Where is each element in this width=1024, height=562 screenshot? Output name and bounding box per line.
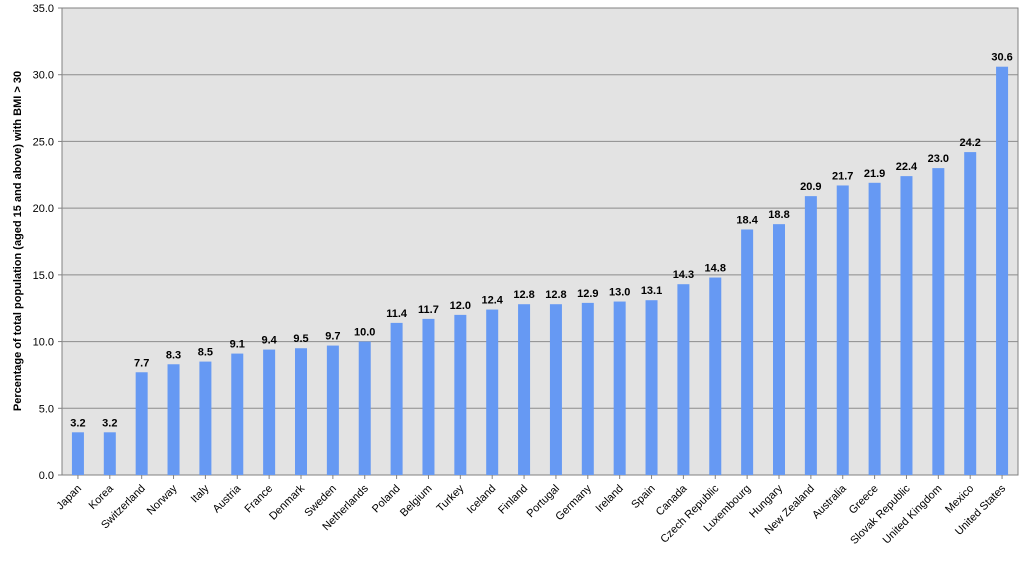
bar [549,304,562,475]
data-label: 18.4 [736,214,758,226]
data-label: 7.7 [134,357,149,369]
data-label: 12.8 [513,289,534,301]
y-tick-label: 0.0 [39,470,54,482]
bar [613,301,626,475]
bar [677,284,690,475]
bar [932,168,945,475]
bar [804,196,817,476]
x-category-label: Germany [553,482,594,523]
bar [741,229,754,475]
bar [326,345,339,475]
y-tick-label: 10.0 [33,337,54,349]
x-category-label: Iceland [465,483,499,517]
data-label: 11.4 [386,308,408,320]
bar [231,353,244,475]
bar [295,348,307,475]
x-category-label: Denmark [267,482,307,522]
bar [900,176,913,475]
x-category-label: Turkey [434,482,466,514]
bar [199,361,212,475]
bar [996,66,1009,476]
bar [868,182,881,475]
bars [71,66,1009,476]
y-axis-ticks: 0.0 5.0 10.0 15.0 20.0 25.0 30.0 35.0 [33,3,62,482]
data-label: 3.2 [70,417,85,429]
data-label: 13.1 [641,285,662,297]
bar [263,349,276,475]
bar [773,224,785,475]
y-tick-label: 15.0 [33,270,54,282]
data-labels: 3.2 3.2 7.7 8.3 8.5 9.1 9.4 9.5 9.7 10.0 11.4 11.7 1… [70,52,1012,430]
data-label: 30.6 [991,52,1012,64]
data-label: 24.2 [959,137,980,149]
bar [581,302,594,475]
data-label: 8.3 [166,349,181,361]
bar [645,300,658,475]
data-label: 18.8 [768,209,789,221]
bar [135,372,148,475]
bar [71,432,84,475]
bar [486,309,499,475]
x-category-label: Japan [54,483,84,513]
data-label: 9.1 [230,339,245,351]
x-category-label: Ireland [594,483,626,515]
bar [454,314,467,475]
x-category-label: Korea [87,482,117,512]
bar [518,304,531,475]
y-tick-label: 20.0 [33,203,54,215]
data-label: 20.9 [800,181,821,193]
data-label: 12.8 [545,289,566,301]
bar [964,152,977,476]
data-label: 21.7 [832,170,853,182]
data-label: 12.4 [481,295,503,307]
data-label: 21.9 [864,168,885,180]
data-label: 9.5 [293,333,308,345]
x-category-label: Italy [189,482,212,505]
bar [103,432,116,475]
y-tick-label: 30.0 [33,70,54,82]
x-category-label: Spain [629,483,657,511]
data-label: 13.0 [609,287,630,299]
data-label: 3.2 [102,417,117,429]
data-label: 9.7 [325,331,340,343]
y-tick-label: 25.0 [33,136,54,148]
data-label: 22.4 [896,161,918,173]
plot-area [61,7,1019,476]
data-label: 12.9 [577,288,598,300]
data-label: 14.8 [705,263,726,275]
bar [422,318,435,475]
bar [709,277,722,475]
data-label: 11.7 [418,304,439,316]
x-category-label: Belgium [398,483,435,520]
bar [167,364,180,475]
x-category-label: Australia [810,482,849,521]
data-label: 8.5 [198,347,213,359]
y-tick-label: 35.0 [33,3,54,15]
y-tick-label: 5.0 [39,403,54,415]
data-label: 12.0 [450,300,471,312]
bar [836,185,849,475]
data-label: 14.3 [673,269,694,281]
x-category-label: Norway [145,482,180,517]
data-label: 10.0 [354,327,375,339]
x-category-label: Austria [211,482,244,515]
y-axis-label: Percentage of total population (aged 15 … [12,71,24,411]
x-category-label: United Kingdom [881,483,945,547]
data-label: 9.4 [261,335,277,347]
data-label: 23.0 [928,153,949,165]
bar [358,341,371,475]
bar [390,322,403,475]
gridlines [62,74,1018,409]
